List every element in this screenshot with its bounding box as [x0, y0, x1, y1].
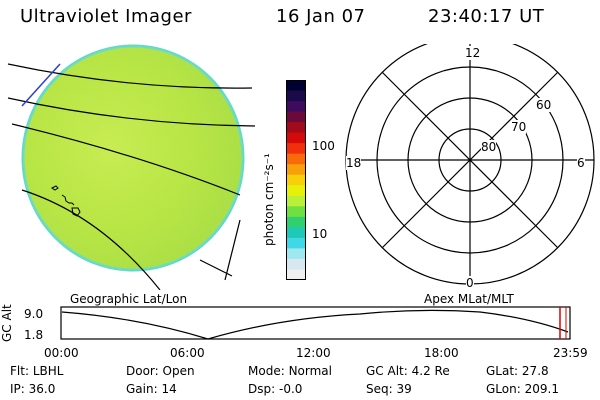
polar-ring-label-70: 70 — [511, 120, 527, 134]
colorbar-unit-label: photon cm⁻²s⁻¹ — [262, 153, 276, 246]
polar-label-top: 12 — [465, 46, 481, 60]
polar-diagonal-2 — [381, 71, 559, 249]
info-gc-alt: GC Alt: 4.2 Re — [366, 364, 450, 378]
colorbar-gradient — [286, 80, 306, 281]
polar-ring-label-60: 60 — [536, 98, 552, 112]
colorbar-segment — [286, 206, 306, 218]
coast-left — [21, 63, 61, 107]
info-gain: Gain: 14 — [126, 382, 177, 396]
colorbar-tick-100: 100 — [312, 139, 335, 153]
colorbar-segment — [286, 258, 306, 271]
info-mode: Mode: Normal — [248, 364, 332, 378]
colorbar-segment — [286, 122, 306, 134]
timeline-plot — [60, 306, 571, 340]
colorbar-segment — [286, 111, 306, 123]
date-label: 16 Jan 07 — [276, 6, 366, 27]
lat-lon-grid — [7, 63, 256, 290]
timeline-xtick-2359: 23:59 — [553, 346, 588, 360]
info-dsp: Dsp: -0.0 — [248, 382, 303, 396]
hawaii-outline — [51, 185, 81, 217]
timeline-ytick-bottom: 1.8 — [24, 328, 44, 342]
disk-texture — [23, 46, 243, 270]
polar-label-right: 6 — [577, 156, 585, 170]
polar-plot — [345, 44, 595, 285]
colorbar-segment — [286, 80, 306, 92]
timeline-xtick-1200: 12:00 — [296, 346, 331, 360]
colorbar-segment — [286, 216, 306, 228]
timeline-xtick-0000: 00:00 — [44, 346, 79, 360]
timeline-axis-title: GC Alt — [0, 304, 14, 342]
colorbar-frame — [286, 80, 306, 280]
polar-label-bottom: 0 — [466, 276, 474, 290]
colorbar — [286, 80, 306, 281]
colorbar-segment — [286, 269, 306, 281]
instrument-title: Ultraviolet Imager — [20, 6, 192, 27]
colorbar-segment — [286, 185, 306, 197]
colorbar-segment — [286, 227, 306, 239]
info-filter: Flt: LBHL — [10, 364, 64, 378]
colorbar-segment — [286, 174, 306, 186]
colorbar-segment — [286, 195, 306, 207]
colorbar-segment — [286, 90, 306, 102]
colorbar-segment — [286, 143, 306, 155]
info-seq: Seq: 39 — [366, 382, 412, 396]
altitude-curve — [61, 309, 569, 340]
time-label: 23:40:17 UT — [428, 6, 545, 27]
colorbar-segment — [286, 164, 306, 176]
timeline-ytick-top: 9.0 — [24, 307, 44, 321]
timeline-xtick-1800: 18:00 — [424, 346, 459, 360]
colorbar-tick-10: 10 — [312, 227, 328, 241]
timeline-xtick-0600: 06:00 — [170, 346, 205, 360]
info-glon: GLon: 209.1 — [486, 382, 559, 396]
colorbar-segment — [286, 101, 306, 113]
info-ip: IP: 36.0 — [10, 382, 56, 396]
colorbar-segment — [286, 153, 306, 165]
colorbar-segment — [286, 237, 306, 250]
colorbar-segment — [286, 248, 306, 260]
polar-ring-label-80: 80 — [481, 140, 497, 154]
colorbar-segment — [286, 132, 306, 144]
geographic-image-panel — [7, 44, 256, 290]
right-caption: Apex MLat/MLT — [424, 292, 514, 306]
polar-label-left: 18 — [346, 156, 362, 170]
info-glat: GLat: 27.8 — [486, 364, 549, 378]
left-caption: Geographic Lat/Lon — [70, 292, 188, 306]
info-door: Door: Open — [126, 364, 195, 378]
timeline-frame — [60, 306, 571, 340]
